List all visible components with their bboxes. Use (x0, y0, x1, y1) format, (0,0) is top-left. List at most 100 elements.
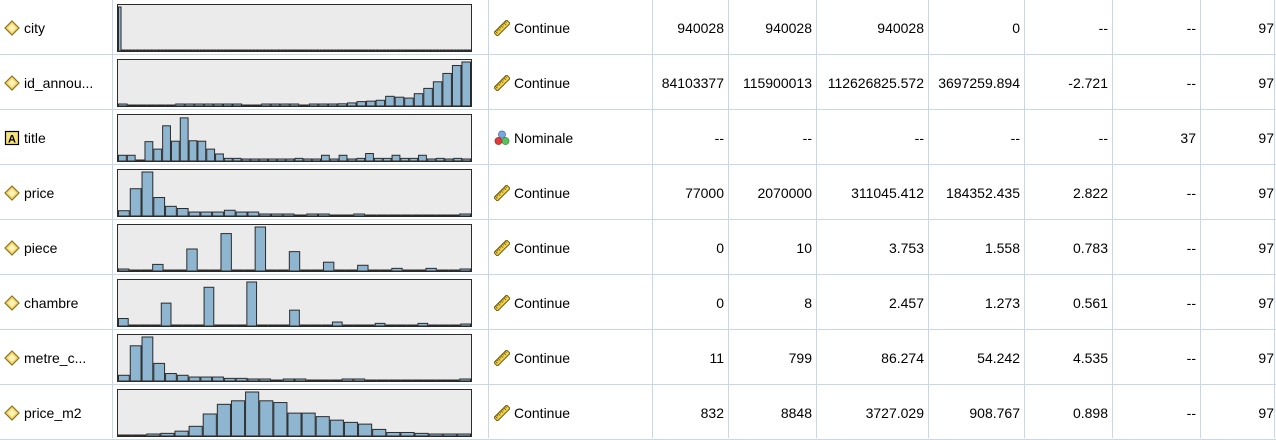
histogram-bar (442, 433, 457, 436)
histogram-bar (181, 49, 186, 51)
histogram-bar (365, 153, 374, 161)
histogram-bar (216, 403, 231, 436)
field-row[interactable]: metre_c... Continue 11 799 86.274 54.242 4.535… (0, 330, 1276, 385)
field-row[interactable]: price_m2 Continue 832 8848 3727.029 908.767 0.… (0, 385, 1276, 440)
histogram-bar (223, 377, 236, 381)
measurement-type-cell[interactable]: Continue (493, 220, 644, 275)
histogram-bar (118, 6, 122, 51)
measurement-type-cell[interactable]: Continue (493, 385, 644, 440)
unique-cell: -- (1186, 239, 1196, 256)
histogram-bar (447, 214, 460, 216)
histogram-bar (278, 324, 290, 326)
histogram-bar (234, 49, 239, 51)
mean-cell: 2.457 (888, 294, 924, 311)
histogram-thumbnail[interactable] (117, 279, 472, 327)
histogram-thumbnail[interactable] (117, 334, 472, 382)
histogram-bar (248, 49, 253, 51)
histogram-bar (356, 101, 367, 106)
histogram-bar (372, 428, 387, 436)
histogram-bar (266, 49, 270, 51)
histogram-bar (270, 379, 283, 381)
histogram-bar (289, 309, 300, 326)
field-row[interactable]: piece Continue 0 10 3.753 1.558 0.783 -- 97 (0, 220, 1276, 275)
histogram-bar (319, 49, 323, 51)
histogram-bar (308, 103, 319, 106)
histogram-bar (203, 103, 214, 106)
histogram-bar (386, 431, 401, 436)
histogram-bar (243, 269, 255, 271)
histogram-thumbnail[interactable] (117, 224, 472, 272)
field-row[interactable]: id_annou... Continue 84103377 115900013 1126… (0, 55, 1276, 110)
histogram-bar (418, 154, 427, 161)
histogram-bar (299, 324, 311, 326)
unique-cell: -- (1186, 294, 1196, 311)
continuous-field-icon (4, 294, 20, 311)
histogram-bar (340, 49, 344, 51)
histogram-bar (223, 209, 236, 216)
histogram-bar (197, 269, 210, 271)
field-row[interactable]: city Continue 940028 940028 940028 0 -- -- 97 (0, 0, 1276, 55)
histogram-bar (135, 159, 145, 161)
histogram-bar (203, 286, 215, 326)
measurement-type-cell[interactable]: Continue (493, 55, 644, 110)
histogram-thumbnail[interactable] (117, 169, 472, 217)
field-row[interactable]: chambre Continue 0 8 2.457 1.273 0.561 -- 97 (0, 275, 1276, 330)
row-divider (0, 219, 1276, 220)
histogram-thumbnail[interactable] (117, 389, 472, 437)
histogram-bar (171, 324, 183, 326)
histogram-bar (435, 214, 448, 216)
histogram-bar (235, 377, 248, 381)
continuous-field-icon (4, 404, 20, 421)
skewness-cell: 0.561 (1072, 294, 1108, 311)
mean-cell: -- (914, 129, 924, 146)
histogram-bar (331, 321, 343, 326)
histogram-bar (118, 154, 127, 161)
histogram-bar (206, 148, 216, 161)
histogram-bar (403, 49, 408, 51)
measurement-type-cell[interactable]: Nominale (494, 110, 644, 165)
histogram-bar (246, 281, 258, 326)
histogram-bar (347, 158, 357, 161)
histogram-bar (259, 378, 271, 381)
histogram-bar (277, 269, 289, 271)
histogram-bar (128, 49, 133, 51)
histogram-bar (282, 213, 295, 216)
histogram-thumbnail[interactable] (117, 59, 472, 107)
histogram-bar (192, 49, 196, 51)
histogram-bar (259, 158, 269, 161)
histogram-bar (254, 226, 267, 271)
field-name-cell: price_m2 (4, 385, 110, 440)
field-name: piece (24, 239, 58, 256)
histogram-bar (220, 49, 224, 51)
histogram-bar (300, 269, 312, 271)
histogram-bar (259, 213, 271, 216)
histogram-bar (321, 324, 332, 326)
histogram-bar (192, 324, 204, 326)
skewness-cell: 2.822 (1072, 184, 1108, 201)
histogram-thumbnail[interactable] (117, 4, 472, 52)
histogram-bar (413, 93, 424, 106)
histogram-bar (388, 214, 401, 216)
histogram-bar (318, 213, 330, 216)
histogram-bar (423, 214, 436, 216)
histogram-bar (222, 103, 233, 106)
measurement-type-cell[interactable]: Continue (493, 330, 644, 385)
valid-cell: 97 (1258, 74, 1274, 91)
histogram-thumbnail[interactable] (117, 114, 472, 162)
histogram-bar (257, 324, 268, 326)
field-name-cell: price (4, 165, 110, 220)
histogram-bar (194, 103, 204, 106)
histogram-bar (182, 324, 193, 326)
histogram-bar (238, 49, 242, 51)
measurement-type-cell[interactable]: Continue (493, 275, 644, 330)
continuous-field-icon (4, 349, 20, 366)
histogram-bar (412, 214, 424, 216)
row-divider (0, 384, 1276, 385)
measurement-type-cell[interactable]: Continue (493, 165, 644, 220)
measurement-type-cell[interactable]: Continue (493, 0, 644, 55)
field-row[interactable]: price Continue 77000 2070000 311045.412 18435… (0, 165, 1276, 220)
histogram-bar (280, 103, 290, 106)
histogram-bar (365, 214, 377, 216)
histogram-bar (414, 432, 429, 436)
